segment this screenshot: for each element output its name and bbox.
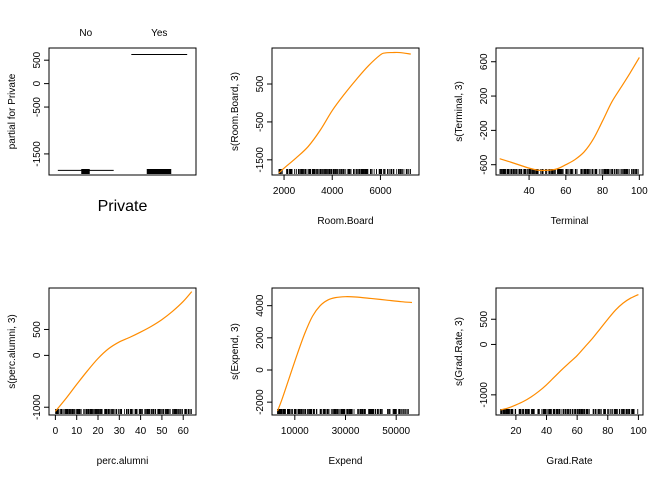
grad-x-tick-label: 60	[572, 426, 584, 437]
terminal-smooth-curve	[499, 57, 640, 172]
alumni-x-tick-label: 30	[114, 426, 126, 437]
terminal-x-tick-label: 100	[631, 186, 648, 197]
room-smooth-curve	[278, 51, 411, 174]
private-y-tick-label: 0	[32, 80, 43, 86]
terminal-plot-frame	[495, 47, 644, 176]
expend-smooth-curve	[276, 296, 413, 412]
grad-plot-frame	[495, 287, 644, 416]
alumni-x-tick-label: 50	[156, 426, 168, 437]
private-category-label: Yes	[151, 28, 167, 39]
alumni-y-tick-label: 0	[32, 352, 43, 358]
grad-y-tick-label: -1000	[479, 382, 490, 408]
expend-y-tick-label: 0	[255, 367, 266, 373]
room-x-axis-label: Room.Board	[317, 216, 373, 227]
expend-panel: 4000 2000 0 -2000 s(Expend, 3) 10000 30000 5000…	[230, 287, 420, 467]
terminal-y-tick-label: 200	[479, 87, 490, 104]
grad-y-tick-label: 500	[479, 310, 490, 327]
grad-panel: 500 0 -1000 s(Grad.Rate, 3) 20 40 60 80 100 Grad.…	[454, 287, 647, 467]
private-category-label: No	[79, 28, 92, 39]
alumni-panel: 500 0 -1000 s(perc.alumni, 3) 0 10 20 30 40 50 60 p…	[7, 287, 197, 467]
terminal-y-axis-label: s(Terminal, 3)	[454, 81, 465, 142]
terminal-x-tick-label: 80	[597, 186, 609, 197]
alumni-x-tick-label: 40	[135, 426, 147, 437]
terminal-x-tick-label: 40	[524, 186, 536, 197]
expend-y-tick-label: 4000	[255, 294, 266, 317]
private-y-tick-label: -1500	[32, 141, 43, 167]
grad-smooth-curve	[500, 294, 639, 411]
alumni-y-tick-label: 500	[32, 321, 43, 338]
alumni-smooth-curve	[54, 291, 193, 412]
expend-y-tick-label: 2000	[255, 326, 266, 349]
private-y-tick-label: -500	[32, 97, 43, 117]
expend-x-tick-label: 10000	[281, 426, 309, 437]
room-plot-frame	[271, 47, 420, 176]
private-y-tick-label: 500	[32, 51, 43, 68]
alumni-x-tick-label: 10	[71, 426, 83, 437]
grad-x-tick-label: 20	[510, 426, 522, 437]
grad-x-tick-label: 40	[541, 426, 553, 437]
room-y-tick-label: 500	[255, 75, 266, 92]
room-x-tick-label: 2000	[273, 186, 296, 197]
room-y-axis-label: s(Room.Board, 3)	[230, 72, 241, 151]
expend-x-tick-label: 30000	[332, 426, 360, 437]
alumni-x-tick-label: 60	[178, 426, 190, 437]
terminal-y-tick-label: 600	[479, 53, 490, 70]
room-y-tick-label: -500	[255, 111, 266, 131]
expend-y-tick-label: -2000	[255, 389, 266, 415]
expend-plot-frame	[271, 287, 420, 416]
expend-x-tick-label: 50000	[382, 426, 410, 437]
expend-x-axis-label: Expend	[329, 456, 363, 467]
grad-y-axis-label: s(Grad.Rate, 3)	[454, 317, 465, 386]
expend-y-axis-label: s(Expend, 3)	[230, 323, 241, 380]
grad-x-axis-label: Grad.Rate	[546, 456, 593, 467]
terminal-y-tick-label: -200	[479, 120, 490, 140]
alumni-y-axis-label: s(perc.alumni, 3)	[7, 314, 18, 388]
alumni-x-tick-label: 20	[92, 426, 104, 437]
grad-x-tick-label: 80	[602, 426, 614, 437]
alumni-x-tick-label: 0	[53, 426, 59, 437]
private-x-axis-label: Private	[98, 198, 148, 215]
alumni-y-tick-label: -1000	[32, 394, 43, 420]
grad-y-tick-label: 0	[479, 341, 490, 347]
room-x-tick-label: 6000	[369, 186, 392, 197]
room-x-tick-label: 4000	[321, 186, 344, 197]
alumni-x-axis-label: perc.alumni	[97, 456, 149, 467]
private-y-axis-label: partial for Private	[7, 73, 18, 149]
room-panel: 500 -500 -1500 s(Room.Board, 3) 2000 4000 6000…	[230, 47, 420, 227]
grad-x-tick-label: 100	[630, 426, 647, 437]
terminal-x-axis-label: Terminal	[551, 216, 589, 227]
terminal-x-tick-label: 60	[560, 186, 572, 197]
private-plot-frame	[48, 47, 197, 176]
alumni-plot-frame	[48, 287, 197, 416]
room-y-tick-label: -1500	[255, 147, 266, 173]
private-panel: No Yes 500 0 -500 -1500 partial for Private Pri…	[7, 28, 197, 215]
terminal-panel: 600 200 -200 -600 s(Terminal, 3) 40 60 80 100 Ter…	[454, 47, 648, 227]
terminal-y-tick-label: -600	[479, 154, 490, 174]
